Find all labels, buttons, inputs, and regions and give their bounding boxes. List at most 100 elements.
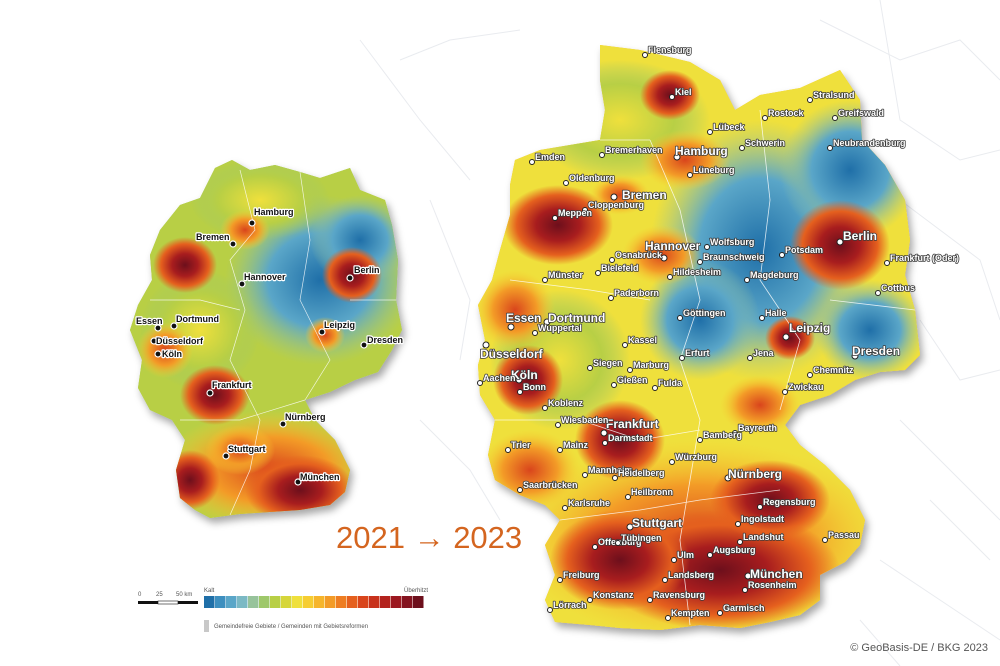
city-dot-bamberg-2023: [697, 437, 703, 443]
city-dot-flensburg-2023: [642, 52, 648, 58]
city-dot-dresden-2021: [360, 341, 368, 349]
city-dot-karlsruhe-2023: [562, 505, 568, 511]
city-label-landshut-2023: Landshut: [743, 532, 784, 542]
city-label-bielefeld-2023: Bielefeld: [601, 263, 639, 273]
city-label-bayreuth-2023: Bayreuth: [738, 423, 777, 433]
city-dot-jena-2023: [747, 355, 753, 361]
city-dot-gie-en-2023: [611, 382, 617, 388]
city-dot-mainz-2023: [557, 447, 563, 453]
city-dot-g-ttingen-2023: [677, 315, 683, 321]
city-dot-wolfsburg-2023: [704, 244, 710, 250]
city-dot-duesseldorf-2023: [482, 341, 490, 349]
city-dot-potsdam-2023: [779, 252, 785, 258]
city-label-braunschweig-2023: Braunschweig: [703, 252, 765, 262]
city-dot-stralsund-2023: [807, 97, 813, 103]
city-dot-rostock-2023: [762, 115, 768, 121]
scalebar-tick-50: 50 km: [176, 592, 192, 598]
city-dot-neubrandenburg-2023: [827, 145, 833, 151]
year-comparison-label: 2021 → 2023: [336, 520, 523, 555]
city-dot-saarbr-cken-2023: [517, 487, 523, 493]
city-label-t-bingen-2023: Tübingen: [621, 533, 662, 543]
city-label-bremerhaven-2023: Bremerhaven: [605, 145, 663, 155]
city-dot-augsburg-2023: [707, 552, 713, 558]
city-dot-darmstadt-2023: [602, 440, 608, 446]
city-dot-essen-2023: [507, 323, 515, 331]
city-dot-siegen-2023: [587, 365, 593, 371]
city-label-leipzig-2021: Leipzig: [324, 320, 355, 330]
city-dot-wuppertal-2023: [532, 330, 538, 336]
city-label-freiburg-2023: Freiburg: [563, 570, 600, 580]
city-dot-muenchen-2021: [294, 478, 302, 486]
city-dot-oldenburg-2023: [563, 180, 569, 186]
city-label-l-beck-2023: Lübeck: [713, 122, 746, 132]
scalebar: 0 25 50 km: [138, 592, 198, 605]
legend-swatch: [347, 596, 358, 608]
city-dot-nuernberg-2021: [279, 420, 287, 428]
city-label-paderborn-2023: Paderborn: [614, 288, 659, 298]
city-label-erfurt-2023: Erfurt: [685, 348, 710, 358]
city-label-hildesheim-2023: Hildesheim: [673, 267, 721, 277]
city-dot-bielefeld-2023: [595, 270, 601, 276]
city-label-marburg-2023: Marburg: [633, 360, 669, 370]
city-label-bonn-2023: Bonn: [523, 382, 546, 392]
city-dot-chemnitz-2023: [807, 372, 813, 378]
legend-nodata-label: Gemeindefreie Gebiete / Gemeinden mit Ge…: [214, 624, 368, 630]
city-label-ulm-2023: Ulm: [677, 550, 694, 560]
city-dot-l-beck-2023: [707, 129, 713, 135]
city-dot-passau-2023: [822, 537, 828, 543]
city-dot-frankfurt-2023: [600, 429, 608, 437]
city-label-landsberg-2023: Landsberg: [668, 570, 714, 580]
legend-color-ramp: [204, 596, 424, 608]
city-dot-konstanz-2023: [587, 597, 593, 603]
city-label-chemnitz-2023: Chemnitz: [813, 365, 854, 375]
legend-swatch: [226, 596, 237, 608]
city-label-mannheim-2023: Mannheim: [588, 465, 633, 475]
city-label-konstanz-2023: Konstanz: [593, 590, 634, 600]
city-dot-halle-2023: [759, 315, 765, 321]
city-dot-t-bingen-2023: [615, 540, 621, 546]
city-dot-wiesbaden-2023: [555, 422, 561, 428]
city-label-kassel-2023: Kassel: [628, 335, 657, 345]
city-label-darmstadt-2023: Darmstadt: [608, 433, 653, 443]
city-label-leipzig-2023: Leipzig: [789, 321, 830, 335]
city-dot-duesseldorf-2021: [150, 337, 158, 345]
city-label-fulda-2023: Fulda: [658, 378, 683, 388]
city-label-heidelberg-2023: Heidelberg: [618, 468, 665, 478]
city-dot-bremerhaven-2023: [599, 152, 605, 158]
city-label-rosenheim-2023: Rosenheim: [748, 580, 797, 590]
city-dot-meppen-2023: [552, 215, 558, 221]
city-dot-koeln-2023: [515, 376, 523, 384]
city-label-wolfsburg-2023: Wolfsburg: [710, 237, 754, 247]
city-dot-marburg-2023: [627, 367, 633, 373]
city-dot-m-nster-2023: [542, 277, 548, 283]
city-label-frankfurt-2023: Frankfurt: [606, 417, 659, 431]
city-dot-greifswald-2023: [832, 115, 838, 121]
city-label-dresden-2021: Dresden: [367, 335, 403, 345]
city-dot-hannover-2023: [660, 254, 668, 262]
city-label-hannover-2021: Hannover: [244, 272, 286, 282]
city-label-hamburg-2021: Hamburg: [254, 207, 294, 217]
city-label-schwerin-2023: Schwerin: [745, 138, 785, 148]
city-dot-landsberg-2023: [662, 577, 668, 583]
city-markers-2021: Hamburg Bremen Hannover Berlin Essen Dor…: [135, 206, 404, 486]
city-dot-braunschweig-2023: [697, 259, 703, 265]
city-dot-freiburg-2023: [557, 577, 563, 583]
city-label-g-ttingen-2023: Göttingen: [683, 308, 726, 318]
city-dot-garmisch-2023: [717, 610, 723, 616]
city-dot-rosenheim-2023: [742, 587, 748, 593]
city-dot-berlin-2023: [836, 238, 844, 246]
city-dot-hamburg-2023: [673, 153, 681, 161]
city-label-jena-2023: Jena: [753, 348, 775, 358]
city-label-neubrandenburg-2023: Neubrandenburg: [833, 138, 906, 148]
city-dot-ravensburg-2023: [647, 597, 653, 603]
city-label-duesseldorf-2021: Düsseldorf: [156, 336, 204, 346]
city-label-garmisch-2023: Garmisch: [723, 603, 765, 613]
legend-swatch: [369, 596, 380, 608]
city-dot-nuernberg-2023: [724, 474, 732, 482]
city-dot-dortmund-2021: [170, 322, 178, 330]
minor-cities-2023: Flensburg Kiel Stralsund Rostock Greifswald L…: [477, 44, 960, 621]
legend-low-label: Kalt: [204, 588, 215, 594]
city-label-siegen-2023: Siegen: [593, 358, 623, 368]
city-label-berlin-2021: Berlin: [354, 265, 380, 275]
city-dot-hannover-2021: [238, 280, 246, 288]
